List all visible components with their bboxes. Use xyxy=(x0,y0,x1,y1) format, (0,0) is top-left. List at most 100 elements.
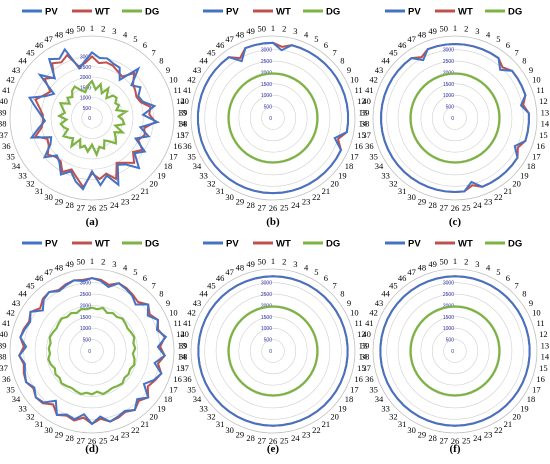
spoke-label: 47 xyxy=(407,267,416,277)
radial-tick-label: 0 xyxy=(88,116,91,122)
spoke-label: 46 xyxy=(216,40,225,50)
spoke-label: 31 xyxy=(398,419,407,429)
spoke-label: 8 xyxy=(159,56,163,66)
radial-tick-label: 3000 xyxy=(261,48,272,54)
series-dg-line xyxy=(227,72,319,164)
spoke-label: 50 xyxy=(257,257,266,267)
spoke-label: 29 xyxy=(418,197,427,207)
radial-tick-label: 2000 xyxy=(80,75,91,81)
spoke-label: 22 xyxy=(494,192,503,202)
grid-ring xyxy=(204,282,342,420)
spoke-label: 44 xyxy=(18,56,27,66)
spoke-label: 20 xyxy=(330,412,339,422)
spoke-label: 19 xyxy=(338,170,347,180)
spoke-label: 29 xyxy=(55,197,64,207)
spoke-label: 28 xyxy=(428,200,437,210)
spoke-label: 3 xyxy=(475,259,479,269)
spoke-label: 49 xyxy=(246,26,255,36)
grid-ring xyxy=(431,94,479,142)
spoke-label: 11 xyxy=(174,85,182,95)
spoke-label: 4 xyxy=(123,29,128,39)
radial-tick-label: 2500 xyxy=(261,292,272,298)
spoke-label: 6 xyxy=(324,40,328,50)
spoke-label: 31 xyxy=(398,186,407,196)
spoke-label: 18 xyxy=(345,161,354,171)
spoke-label: 20 xyxy=(149,179,158,189)
spoke-label: 17 xyxy=(532,151,541,161)
spoke-label: 9 xyxy=(166,65,170,75)
spoke-label: 44 xyxy=(381,56,390,66)
spoke-label: 18 xyxy=(527,394,536,404)
spoke-label: 23 xyxy=(121,430,130,440)
spoke-label: 29 xyxy=(236,197,245,207)
grid-ring xyxy=(50,76,134,160)
grid-ring xyxy=(397,60,513,176)
spoke-label: 13 xyxy=(359,107,368,117)
panel-label: (b) xyxy=(266,216,280,228)
radial-tick-label: 1500 xyxy=(80,85,91,91)
spoke-label: 6 xyxy=(506,40,510,50)
spoke-label: 47 xyxy=(225,34,234,44)
spoke-label: 1 xyxy=(90,256,94,266)
spoke-label: 6 xyxy=(143,273,147,283)
spoke-label: 34 xyxy=(375,394,384,404)
spoke-label: 38 xyxy=(179,119,188,129)
series-pv-line xyxy=(380,42,530,194)
radial-tick-label: 2500 xyxy=(443,59,454,65)
spoke-label: 34 xyxy=(193,394,202,404)
spoke-label: 46 xyxy=(398,40,407,50)
grid-ring xyxy=(386,49,524,187)
spoke-label: 7 xyxy=(514,47,518,57)
spoke-label: 26 xyxy=(451,436,460,446)
spoke-label: 11 xyxy=(355,85,363,95)
legend-label-wt: WT xyxy=(95,7,110,18)
spoke-label: 7 xyxy=(151,280,155,290)
legend-label-wt: WT xyxy=(276,7,291,18)
spoke-label: 50 xyxy=(439,257,448,267)
spoke-label: 35 xyxy=(369,151,378,161)
spoke-label: 15 xyxy=(357,130,366,140)
radial-tick-label: 1000 xyxy=(443,93,454,99)
spoke-label: 46 xyxy=(35,40,44,50)
spoke-label: 39 xyxy=(361,107,370,117)
spoke-label: 14 xyxy=(359,352,368,362)
spoke-label: 16 xyxy=(173,374,182,384)
spoke-label: 33 xyxy=(381,403,390,413)
spoke-label: 42 xyxy=(6,308,15,318)
radial-tick-label: 1500 xyxy=(443,315,454,321)
spoke-label: 3 xyxy=(112,259,116,269)
spoke-label: 32 xyxy=(389,412,398,422)
radial-tick-label: 1000 xyxy=(261,93,272,99)
grid-ring xyxy=(409,305,501,397)
spoke-label: 32 xyxy=(26,179,35,189)
spoke-label: 26 xyxy=(451,203,460,213)
spoke-label: 37 xyxy=(180,363,189,373)
radial-tick-label: 0 xyxy=(269,116,272,122)
spoke-label: 12 xyxy=(176,96,185,106)
spoke-label: 19 xyxy=(157,403,166,413)
grid-ring xyxy=(249,327,297,375)
outer-ring xyxy=(190,268,356,434)
grid-ring xyxy=(397,293,513,409)
panel-label: (c) xyxy=(449,216,462,228)
legend-label-pv: PV xyxy=(408,239,421,250)
outer-ring xyxy=(9,268,175,434)
series-pv-line xyxy=(197,275,349,427)
spoke-label: 21 xyxy=(322,186,331,196)
legend-label-dg: DG xyxy=(145,7,159,18)
spoke-label: 48 xyxy=(418,29,427,39)
spoke-label: 8 xyxy=(340,289,344,299)
spoke-label: 2 xyxy=(101,257,105,267)
spoke-label: 43 xyxy=(12,65,21,75)
spoke-label: 11 xyxy=(355,318,363,328)
spoke-label: 50 xyxy=(76,24,85,34)
spoke-label: 42 xyxy=(187,308,196,318)
spoke-label: 35 xyxy=(187,384,196,394)
spoke-label: 20 xyxy=(512,412,521,422)
spoke-label: 11 xyxy=(537,318,545,328)
spoke-label: 45 xyxy=(389,47,398,57)
grid-ring xyxy=(57,316,127,386)
